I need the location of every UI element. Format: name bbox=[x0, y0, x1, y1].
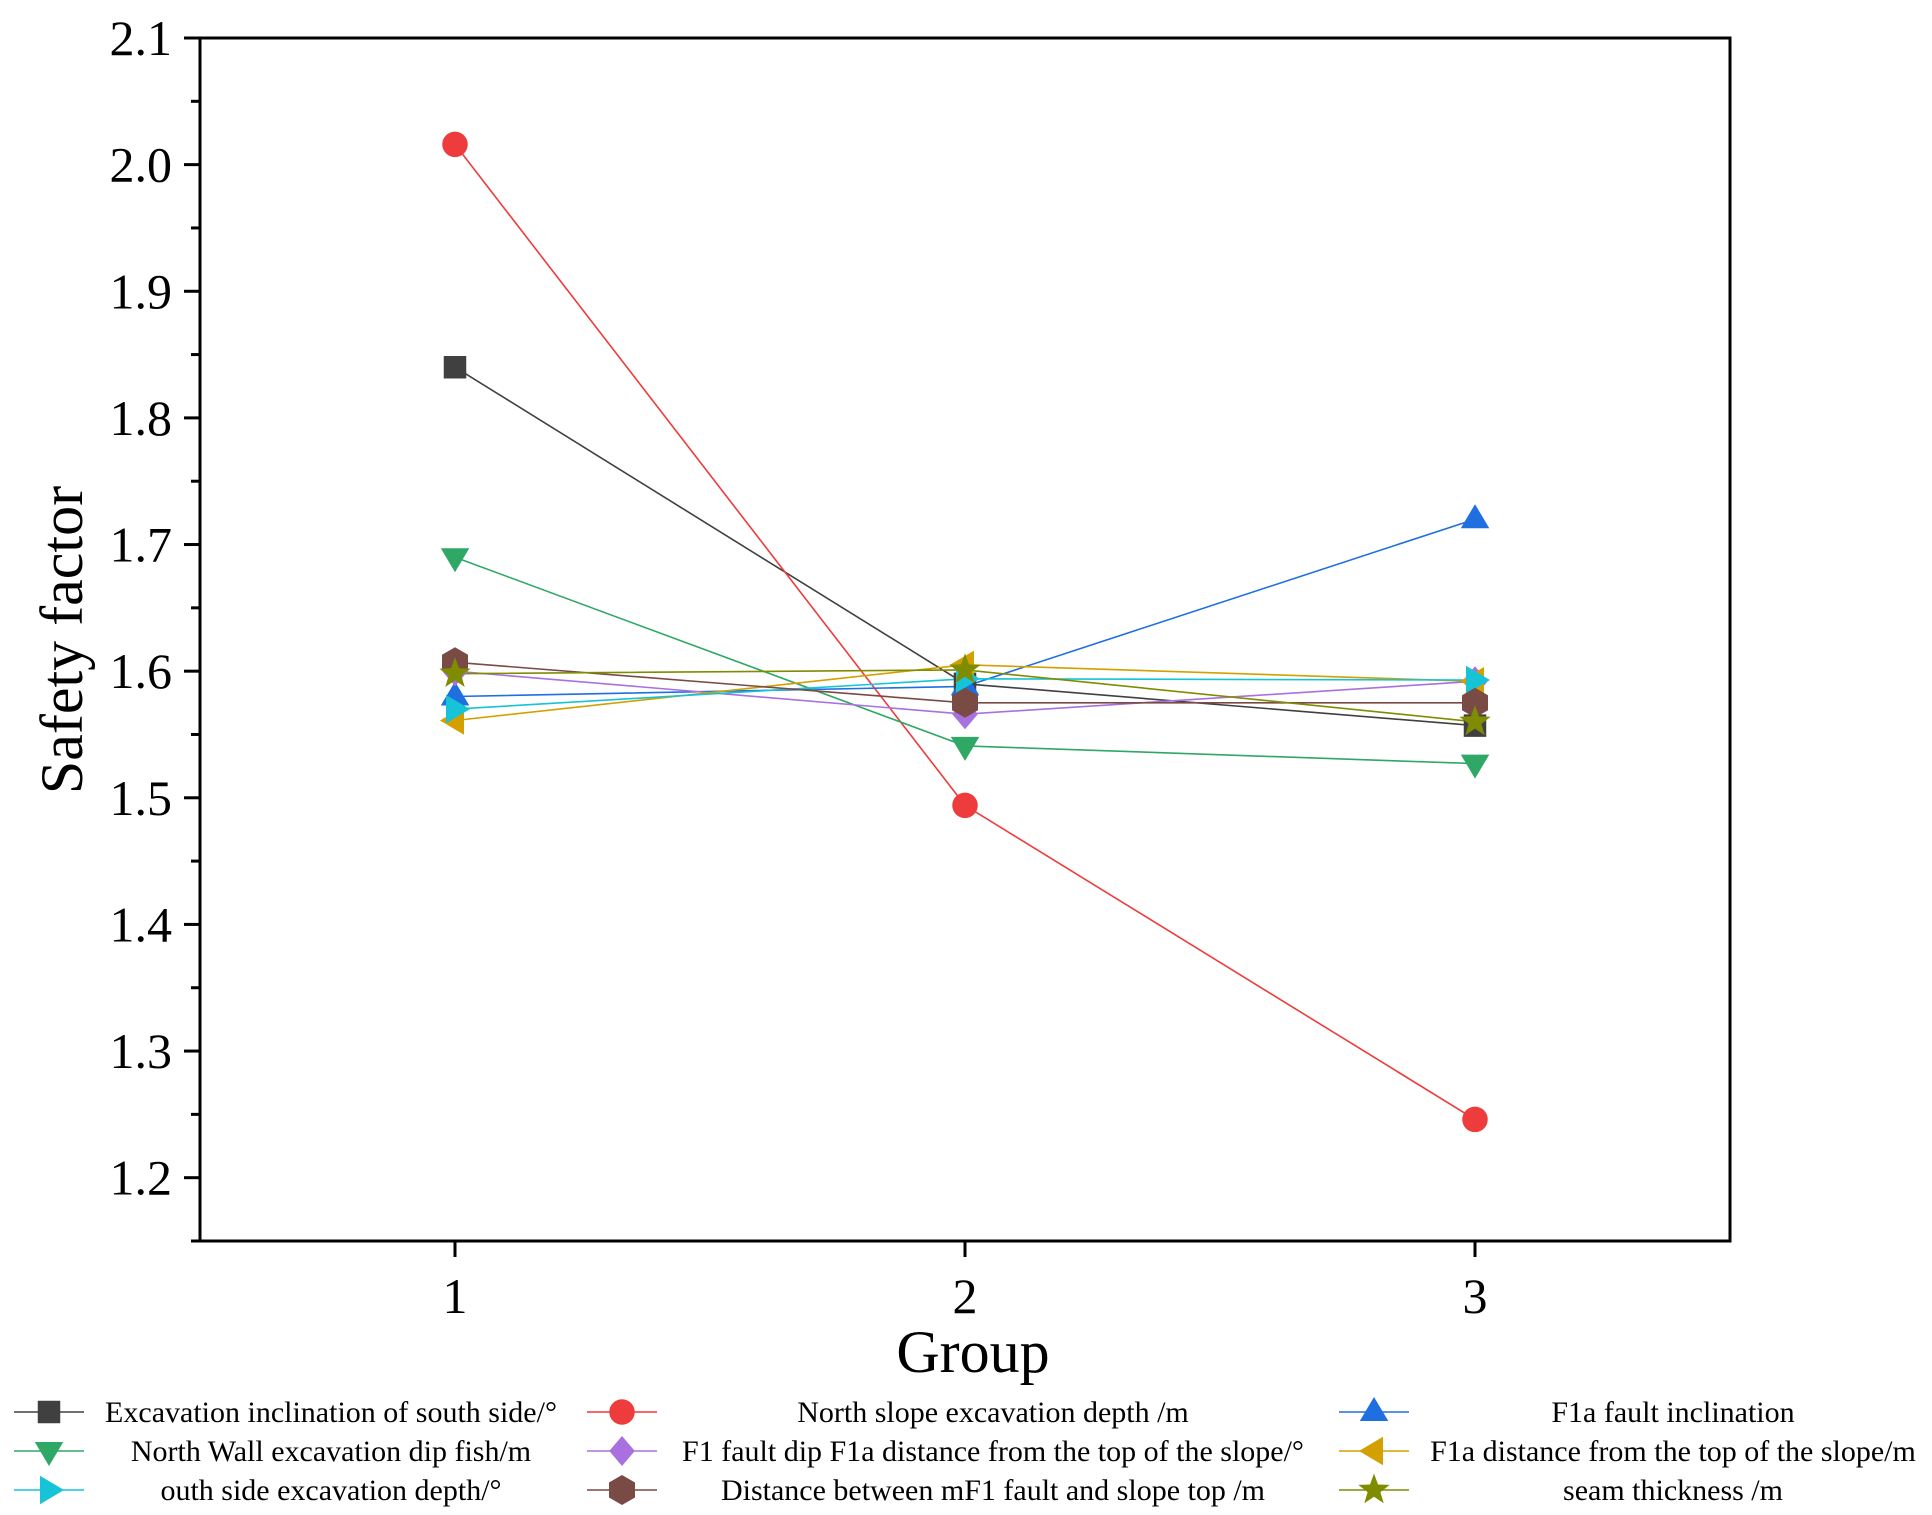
series-markers bbox=[439, 131, 1491, 1133]
x-tick-label: 2 bbox=[953, 1268, 978, 1324]
legend-label: F1a fault inclination bbox=[1551, 1396, 1794, 1429]
series-line-2 bbox=[454, 143, 1476, 1121]
legend-item-6: F1a distance from the top of the slope/m bbox=[1339, 1435, 1916, 1468]
legend-label: F1 fault dip F1a distance from the top o… bbox=[682, 1435, 1304, 1468]
legend-marker bbox=[1359, 1397, 1389, 1421]
data-point-s2-2 bbox=[952, 792, 978, 819]
data-point-s4-1 bbox=[440, 548, 470, 573]
legend-label: North Wall excavation dip fish/m bbox=[131, 1435, 531, 1468]
legend-label: seam thickness /m bbox=[1563, 1474, 1783, 1507]
tick-labels: 1.2 1.3 1.4 1.5 1.6 1.7 1.8 1.9 2.0 2.1 1 2 3 bbox=[110, 10, 1488, 1324]
x-tick-label: 3 bbox=[1463, 1268, 1488, 1324]
data-point-s1-1 bbox=[443, 355, 467, 379]
legend-marker bbox=[1359, 1436, 1383, 1466]
legend-marker bbox=[40, 1475, 64, 1505]
legend: Excavation inclination of south side/° No… bbox=[14, 1396, 1916, 1507]
legend-marker bbox=[34, 1442, 64, 1466]
legend-item-4: North Wall excavation dip fish/m bbox=[14, 1435, 531, 1468]
legend-label: Excavation inclination of south side/° bbox=[105, 1396, 557, 1429]
data-point-s8-2 bbox=[952, 687, 978, 718]
x-tick-label: 1 bbox=[443, 1268, 468, 1324]
plot-frame bbox=[198, 36, 1732, 1243]
data-point-s7-1 bbox=[446, 694, 470, 724]
y-tick-label: 1.5 bbox=[110, 770, 173, 826]
y-tick-label: 2.1 bbox=[110, 10, 173, 66]
legend-item-9: seam thickness /m bbox=[1339, 1473, 1783, 1507]
legend-item-8: Distance between mF1 fault and slope top… bbox=[587, 1474, 1265, 1507]
legend-label: outh side excavation depth/° bbox=[160, 1474, 501, 1507]
legend-item-2: North slope excavation depth /m bbox=[587, 1396, 1189, 1429]
y-tick-label: 1.3 bbox=[110, 1023, 173, 1079]
axis-ticks bbox=[184, 36, 1477, 1257]
data-point-s4-3 bbox=[1460, 754, 1490, 779]
y-tick-label: 1.6 bbox=[110, 643, 173, 699]
data-point-s4-2 bbox=[950, 736, 980, 761]
legend-item-7: outh side excavation depth/° bbox=[14, 1474, 502, 1507]
data-point-s2-3 bbox=[1462, 1106, 1488, 1133]
legend-label: Distance between mF1 fault and slope top… bbox=[721, 1474, 1265, 1507]
legend-marker bbox=[609, 1436, 635, 1466]
legend-item-1: Excavation inclination of south side/° bbox=[14, 1396, 557, 1429]
legend-label: North slope excavation depth /m bbox=[797, 1396, 1189, 1429]
data-point-s8-3 bbox=[1462, 687, 1488, 718]
y-tick-label: 1.4 bbox=[110, 896, 173, 952]
y-tick-label: 2.0 bbox=[110, 137, 173, 193]
y-axis-title: Safety factor bbox=[29, 486, 95, 794]
data-point-s3-3 bbox=[1460, 504, 1490, 529]
y-tick-label: 1.7 bbox=[110, 517, 173, 573]
legend-label: F1a distance from the top of the slope/m bbox=[1430, 1435, 1916, 1468]
data-point-s9-2 bbox=[949, 653, 981, 684]
data-point-s7-3 bbox=[1466, 665, 1490, 695]
y-tick-label: 1.8 bbox=[110, 390, 173, 446]
legend-marker bbox=[609, 1399, 635, 1425]
data-point-s2-1 bbox=[442, 131, 468, 158]
legend-marker bbox=[37, 1400, 61, 1424]
legend-marker bbox=[1358, 1473, 1390, 1504]
data-point-s9-3 bbox=[1459, 705, 1491, 736]
legend-item-5: F1 fault dip F1a distance from the top o… bbox=[587, 1435, 1304, 1468]
data-point-s9-1 bbox=[439, 657, 471, 687]
y-tick-label: 1.2 bbox=[110, 1150, 173, 1206]
legend-marker bbox=[609, 1475, 635, 1505]
x-axis-title: Group bbox=[896, 1319, 1049, 1385]
legend-item-3: F1a fault inclination bbox=[1339, 1396, 1795, 1429]
y-tick-label: 1.9 bbox=[110, 263, 173, 319]
series-lines bbox=[454, 143, 1476, 1121]
